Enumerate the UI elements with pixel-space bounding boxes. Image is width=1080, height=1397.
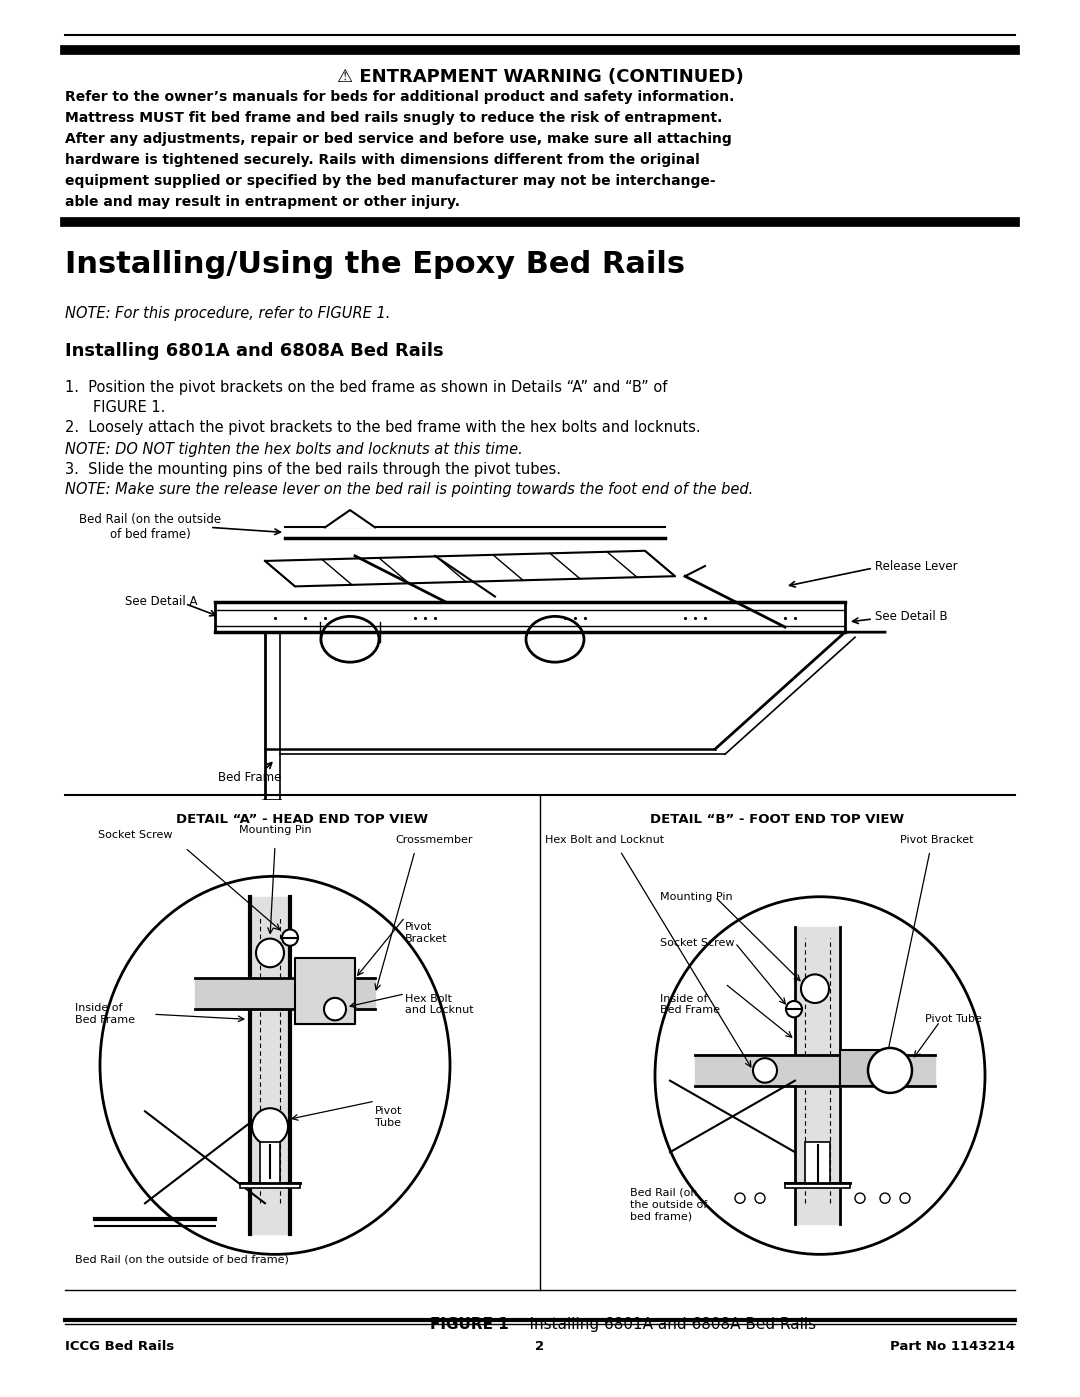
Circle shape [755,1193,765,1203]
Text: Inside of
Bed Frame: Inside of Bed Frame [660,993,720,1016]
Circle shape [753,1058,777,1083]
Circle shape [256,939,284,967]
Text: 3.  Slide the mounting pins of the bed rails through the pivot tubes.: 3. Slide the mounting pins of the bed ra… [65,462,561,476]
Text: 2.  Loosely attach the pivot brackets to the bed frame with the hex bolts and lo: 2. Loosely attach the pivot brackets to … [65,420,701,434]
Text: Socket Screw: Socket Screw [98,830,172,841]
Text: Mounting Pin: Mounting Pin [660,891,732,901]
Text: FIGURE 1: FIGURE 1 [430,1317,509,1331]
Text: Inside of
Bed Frame: Inside of Bed Frame [75,1003,135,1025]
Text: Installing 6801A and 6808A Bed Rails: Installing 6801A and 6808A Bed Rails [65,342,444,360]
Text: After any adjustments, repair or bed service and before use, make sure all attac: After any adjustments, repair or bed ser… [65,131,732,147]
Text: DETAIL “B” - FOOT END TOP VIEW: DETAIL “B” - FOOT END TOP VIEW [650,813,905,826]
Text: Bed Rail (on the outside
of bed frame): Bed Rail (on the outside of bed frame) [79,513,221,542]
Text: Crossmember: Crossmember [395,835,473,845]
Text: Pivot
Tube: Pivot Tube [375,1106,403,1127]
Text: Pivot
Bracket: Pivot Bracket [405,922,447,944]
Polygon shape [795,928,840,1224]
Polygon shape [840,1051,885,1085]
Text: Pivot Tube: Pivot Tube [924,1014,982,1024]
Text: equipment supplied or specified by the bed manufacturer may not be interchange-: equipment supplied or specified by the b… [65,175,716,189]
Circle shape [880,1193,890,1203]
Text: DETAIL “A” - HEAD END TOP VIEW: DETAIL “A” - HEAD END TOP VIEW [176,813,429,826]
Text: ⚠ ENTRAPMENT WARNING (CONTINUED): ⚠ ENTRAPMENT WARNING (CONTINUED) [337,68,743,87]
Text: Socket Screw: Socket Screw [660,937,734,947]
Text: Part No 1143214: Part No 1143214 [890,1340,1015,1354]
Text: able and may result in entrapment or other injury.: able and may result in entrapment or oth… [65,196,460,210]
Text: Installing/Using the Epoxy Bed Rails: Installing/Using the Epoxy Bed Rails [65,250,685,279]
Text: Hex Bolt
and Locknut: Hex Bolt and Locknut [405,993,474,1016]
Text: Hex Bolt and Locknut: Hex Bolt and Locknut [545,835,664,845]
Circle shape [868,1048,912,1092]
Text: Mounting Pin: Mounting Pin [239,826,311,835]
Text: 2: 2 [536,1340,544,1354]
Text: Installing 6801A and 6808A Bed Rails: Installing 6801A and 6808A Bed Rails [510,1317,816,1331]
Text: Bed Rail (on the outside of bed frame): Bed Rail (on the outside of bed frame) [75,1255,288,1264]
Circle shape [282,929,298,946]
Circle shape [855,1193,865,1203]
Text: FIGURE 1.: FIGURE 1. [93,400,165,415]
Circle shape [735,1193,745,1203]
Polygon shape [295,958,355,1024]
Circle shape [324,997,346,1020]
Polygon shape [249,897,291,1234]
Text: Bed Frame: Bed Frame [218,771,282,784]
Polygon shape [195,978,375,1009]
Text: See Detail B: See Detail B [875,610,947,623]
Polygon shape [325,510,375,528]
Polygon shape [265,550,675,587]
Text: 1.  Position the pivot brackets on the bed frame as shown in Details “A” and “B”: 1. Position the pivot brackets on the be… [65,380,667,395]
Text: ICCG Bed Rails: ICCG Bed Rails [65,1340,174,1354]
Polygon shape [696,1055,935,1085]
Circle shape [801,974,829,1003]
Text: Refer to the owner’s manuals for beds for additional product and safety informat: Refer to the owner’s manuals for beds fo… [65,89,734,103]
Text: hardware is tightened securely. Rails with dimensions different from the origina: hardware is tightened securely. Rails wi… [65,154,700,168]
Text: NOTE: DO NOT tighten the hex bolts and locknuts at this time.: NOTE: DO NOT tighten the hex bolts and l… [65,441,523,457]
Text: Pivot Bracket: Pivot Bracket [900,835,973,845]
Text: NOTE: Make sure the release lever on the bed rail is pointing towards the foot e: NOTE: Make sure the release lever on the… [65,482,753,497]
Circle shape [900,1193,910,1203]
Text: Mattress MUST fit bed frame and bed rails snugly to reduce the risk of entrapmen: Mattress MUST fit bed frame and bed rail… [65,110,723,124]
Circle shape [252,1108,288,1146]
Polygon shape [240,1141,300,1187]
Text: NOTE: For this procedure, refer to FIGURE 1.: NOTE: For this procedure, refer to FIGUR… [65,306,390,321]
Text: See Detail A: See Detail A [125,595,198,608]
Polygon shape [785,1141,850,1187]
Text: Bed Rail (on
the outside of
bed frame): Bed Rail (on the outside of bed frame) [630,1187,707,1221]
Text: Release Lever: Release Lever [875,560,958,573]
Circle shape [786,1002,802,1017]
